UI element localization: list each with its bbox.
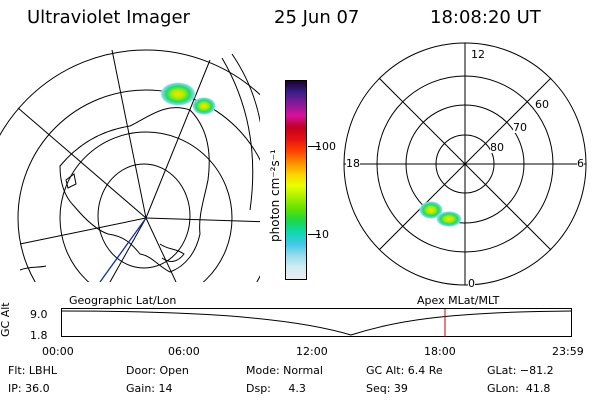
mlt-label-12: 12 <box>471 48 485 61</box>
mlt-label-6: 6 <box>577 157 584 170</box>
meridian-line <box>109 217 147 282</box>
altplot-xtick-0000: 00:00 <box>42 345 74 358</box>
latitude-circle <box>17 89 260 282</box>
mlt-label-18: 18 <box>346 157 360 170</box>
ground-track <box>99 217 147 282</box>
seq-info: Seq: 39 <box>366 382 408 395</box>
latitude-circle <box>97 163 191 269</box>
lat-label-80: 80 <box>490 141 504 154</box>
altplot-xtick-0600: 06:00 <box>168 345 200 358</box>
geographic-map <box>0 49 260 282</box>
altplot-left-label: Geographic Lat/Lon <box>69 294 177 307</box>
aurora-emission <box>192 97 216 115</box>
lat-label-70: 70 <box>513 121 527 134</box>
colorbar-tick-10: 10 <box>315 228 329 241</box>
mlt-line <box>378 77 552 251</box>
altplot-xtick-1200: 12:00 <box>296 345 328 358</box>
coastline-detail <box>159 243 185 262</box>
meridian-line <box>145 217 177 282</box>
altitude-curve <box>61 310 573 336</box>
app-title: Ultraviolet Imager <box>27 7 190 28</box>
glat-info: GLat: −81.2 <box>487 364 554 377</box>
colorbar <box>285 80 307 280</box>
colorbar-tick-100: 100 <box>315 140 336 153</box>
colorbar-tick-mark <box>308 146 320 147</box>
aurora-emission <box>436 211 462 227</box>
gain-info: Gain: 14 <box>126 382 173 395</box>
altplot-frame <box>61 308 572 337</box>
colorbar-tick-mark <box>308 234 320 235</box>
glon-info: GLon: 41.8 <box>487 382 551 395</box>
colorbar-gradient <box>286 81 306 279</box>
antarctica-coastline <box>59 107 210 273</box>
meridian-line <box>145 217 260 223</box>
observation-time: 18:08:20 UT <box>430 7 541 28</box>
colorbar-unit-label: photon cm⁻²s⁻¹ <box>268 149 282 242</box>
altplot-right-label: Apex MLat/MLT <box>417 294 500 307</box>
latitude-circle <box>0 49 260 136</box>
meridian-line <box>19 217 147 245</box>
gc-alt-info: GC Alt: 6.4 Re <box>366 364 443 377</box>
coastline-detail <box>65 173 77 189</box>
meridian-line <box>145 59 211 219</box>
aurora-emission <box>160 82 196 106</box>
filter-info: Flt: LBHL <box>8 364 57 377</box>
lat-label-60: 60 <box>535 98 549 111</box>
dsp-info: Dsp: 4.3 <box>246 382 306 395</box>
door-info: Door: Open <box>126 364 189 377</box>
polar-magnetic-map <box>343 42 587 286</box>
latitude-circle <box>231 53 260 124</box>
mode-info: Mode: Normal <box>246 364 323 377</box>
meridian-line <box>111 49 147 219</box>
latitude-circle <box>221 57 254 211</box>
altplot-ytick-9: 9.0 <box>30 308 48 321</box>
meridian-line <box>17 107 147 219</box>
observation-date: 25 Jun 07 <box>274 7 360 28</box>
mlt-label-0: 0 <box>468 277 475 290</box>
altplot-ytick-1.8: 1.8 <box>30 329 48 342</box>
altplot-xtick-1800: 18:00 <box>424 345 456 358</box>
altplot-xtick-2359: 23:59 <box>552 345 584 358</box>
latitude-circle <box>59 131 233 282</box>
altitude-plot <box>61 308 573 337</box>
coastline-detail <box>19 265 47 271</box>
altplot-ylabel: GC Alt <box>0 302 12 337</box>
ip-info: IP: 36.0 <box>8 382 50 395</box>
aurora-emission <box>419 201 443 219</box>
